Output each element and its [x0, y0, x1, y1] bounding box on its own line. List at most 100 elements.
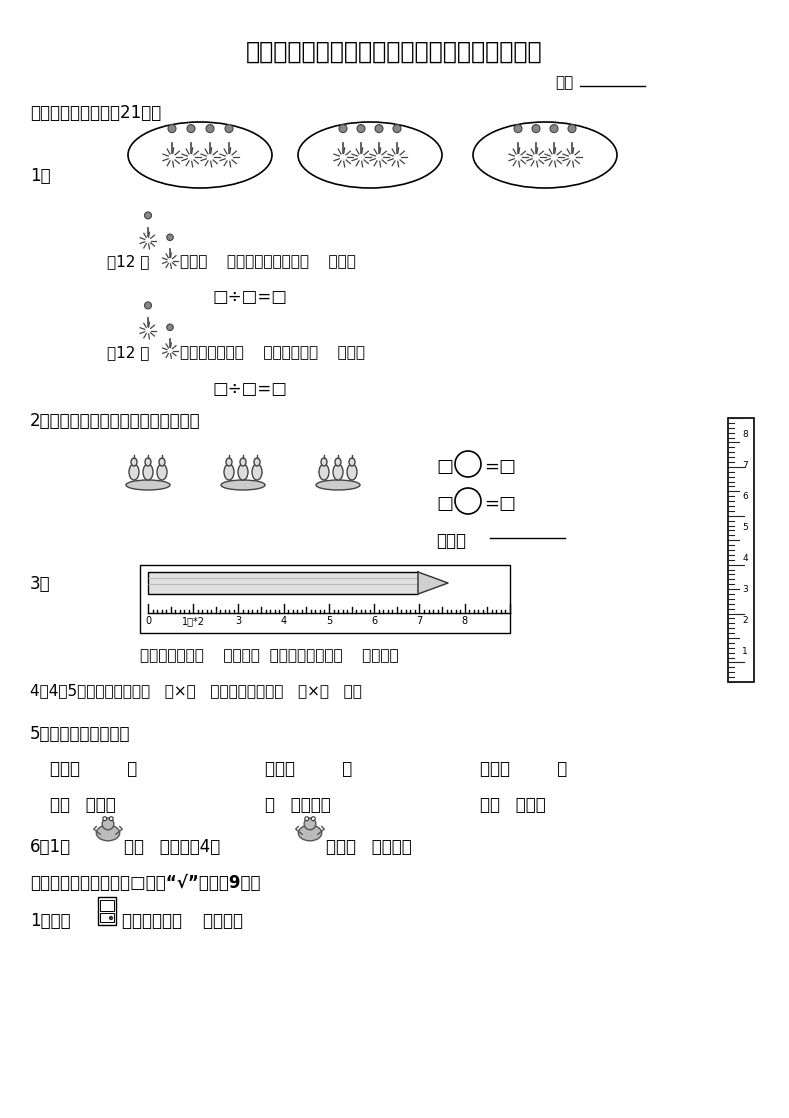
Text: 上图中铅笔长（    ）厘米。  右图中鐵钉长约（    ）厘米。: 上图中铅笔长（ ）厘米。 右图中鐵钉长约（ ）厘米。: [140, 648, 398, 663]
Text: 5、把口诀补充完整。: 5、把口诀补充完整。: [30, 724, 130, 743]
Text: 共有（   ）只脚。: 共有（ ）只脚。: [326, 838, 412, 856]
Text: 得分: 得分: [555, 75, 574, 91]
Circle shape: [532, 124, 540, 133]
Text: 2、看图写出两道算式，并写出口诀。: 2、看图写出两道算式，并写出口诀。: [30, 413, 200, 430]
Bar: [728, 418, 754, 682]
Circle shape: [568, 124, 576, 133]
Circle shape: [168, 124, 176, 133]
Ellipse shape: [254, 458, 260, 466]
Text: =□: =□: [484, 495, 516, 513]
Text: 4、4个5相加，可以写作（   ）×（   ），也可以写作（   ）×（   ）。: 4、4个5相加，可以写作（ ）×（ ），也可以写作（ ）×（ ）。: [30, 683, 362, 698]
Circle shape: [110, 917, 113, 919]
Circle shape: [514, 124, 522, 133]
Circle shape: [375, 124, 383, 133]
Circle shape: [144, 302, 151, 309]
Circle shape: [550, 124, 558, 133]
Text: □: □: [436, 495, 453, 513]
Bar: [148, 572, 418, 594]
Text: ，每（    ）朵一份，分成了（    ）份。: ，每（ ）朵一份，分成了（ ）份。: [180, 254, 356, 269]
Ellipse shape: [316, 480, 360, 490]
Text: 有（   ）只脚，4只: 有（ ）只脚，4只: [124, 838, 220, 856]
Ellipse shape: [321, 458, 327, 466]
Circle shape: [187, 124, 195, 133]
Bar: [100, 900, 114, 911]
Circle shape: [339, 124, 347, 133]
Ellipse shape: [96, 825, 120, 841]
Text: 5: 5: [742, 523, 748, 532]
Text: 二（   ）一十: 二（ ）一十: [50, 796, 116, 814]
Ellipse shape: [159, 458, 165, 466]
Ellipse shape: [349, 458, 355, 466]
Circle shape: [166, 234, 174, 240]
Ellipse shape: [347, 464, 357, 480]
Text: 12 朵: 12 朵: [107, 254, 149, 269]
Ellipse shape: [226, 458, 232, 466]
Ellipse shape: [319, 464, 329, 480]
Circle shape: [103, 817, 107, 821]
Circle shape: [304, 818, 316, 830]
Ellipse shape: [126, 480, 170, 490]
Ellipse shape: [238, 464, 248, 480]
Text: 1厘*2: 1厘*2: [181, 616, 205, 626]
Text: 6、1只: 6、1只: [30, 838, 71, 856]
Text: 3、: 3、: [30, 575, 50, 593]
Ellipse shape: [240, 458, 246, 466]
Ellipse shape: [143, 464, 153, 480]
Text: 二四（         ）: 二四（ ）: [50, 760, 137, 778]
Text: 1: 1: [742, 647, 748, 656]
Text: 4: 4: [742, 555, 748, 563]
Text: 一、看图填空。（共21分）: 一、看图填空。（共21分）: [30, 104, 161, 122]
Bar: [100, 913, 114, 922]
Ellipse shape: [298, 825, 322, 841]
Text: 口诀：: 口诀：: [436, 532, 466, 550]
Circle shape: [102, 818, 114, 830]
Circle shape: [357, 124, 365, 133]
Text: 1、我家: 1、我家: [30, 912, 71, 930]
Text: 6: 6: [742, 492, 748, 501]
Text: 2: 2: [742, 616, 748, 625]
Text: □: □: [436, 458, 453, 476]
Text: 1、: 1、: [30, 167, 50, 184]
Ellipse shape: [221, 480, 265, 490]
Text: （   ）三得六: （ ）三得六: [265, 796, 331, 814]
Ellipse shape: [131, 458, 137, 466]
Ellipse shape: [224, 464, 234, 480]
Ellipse shape: [145, 458, 151, 466]
Text: =□: =□: [484, 458, 516, 476]
Circle shape: [393, 124, 401, 133]
Text: □÷□=□: □÷□=□: [212, 288, 287, 306]
Ellipse shape: [333, 464, 343, 480]
Text: 四六（         ）: 四六（ ）: [480, 760, 567, 778]
Ellipse shape: [129, 464, 139, 480]
Text: 三（   ）十二: 三（ ）十二: [480, 796, 546, 814]
Bar: [140, 565, 510, 633]
Circle shape: [225, 124, 233, 133]
Text: 二、请在正确答案后的□里画“√”。（兲9分）: 二、请在正确答案后的□里画“√”。（兲9分）: [30, 874, 260, 892]
Circle shape: [110, 817, 113, 821]
Text: 0: 0: [145, 616, 151, 626]
Circle shape: [312, 817, 315, 821]
Bar: [98, 897, 116, 925]
Text: 6: 6: [371, 616, 377, 626]
Circle shape: [206, 124, 214, 133]
Text: 3: 3: [742, 585, 748, 594]
Text: 8: 8: [462, 616, 468, 626]
Text: 12 朵: 12 朵: [107, 345, 149, 360]
Ellipse shape: [335, 458, 341, 466]
Text: 4: 4: [281, 616, 287, 626]
Circle shape: [305, 817, 308, 821]
Polygon shape: [418, 572, 448, 594]
Ellipse shape: [157, 464, 167, 480]
Text: □÷□=□: □÷□=□: [212, 380, 287, 398]
Circle shape: [144, 212, 151, 219]
Text: 7: 7: [417, 616, 423, 626]
Text: 5: 5: [326, 616, 332, 626]
Text: 的高度约是（    ）厘米。: 的高度约是（ ）厘米。: [122, 912, 243, 930]
Text: 8: 8: [742, 430, 748, 439]
Text: 苏教版国标本小学二年级数学（上册）期中练习: 苏教版国标本小学二年级数学（上册）期中练习: [245, 40, 542, 64]
Circle shape: [166, 324, 174, 331]
Text: 7: 7: [742, 461, 748, 470]
Ellipse shape: [252, 464, 262, 480]
Text: 三五（         ）: 三五（ ）: [265, 760, 352, 778]
Text: 3: 3: [235, 616, 241, 626]
